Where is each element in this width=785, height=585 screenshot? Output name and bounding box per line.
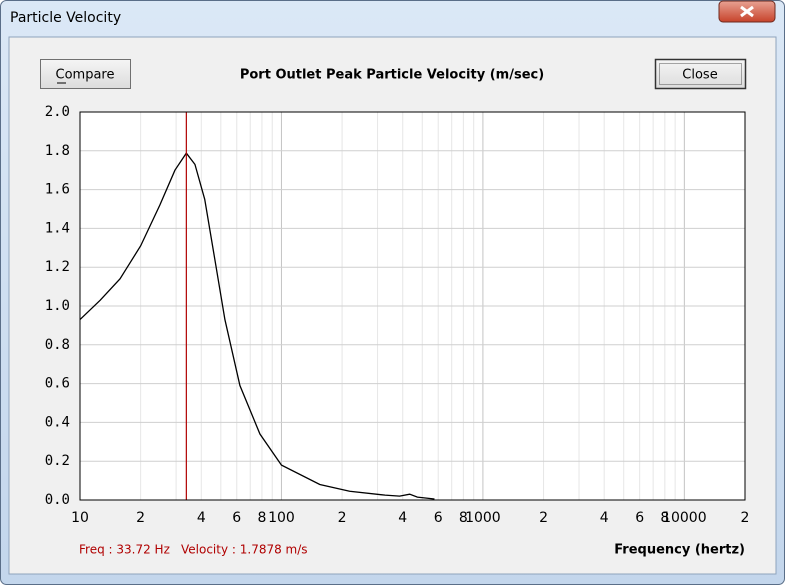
x-tick-label: 2 bbox=[741, 510, 750, 526]
y-tick-label: 0.6 bbox=[45, 376, 70, 392]
y-tick-label: 1.6 bbox=[45, 182, 70, 198]
chart-title: Port Outlet Peak Particle Velocity (m/se… bbox=[240, 68, 544, 83]
x-tick-label: 6 bbox=[434, 510, 443, 526]
x-tick-label: 2 bbox=[136, 510, 145, 526]
y-tick-label: 1.8 bbox=[45, 143, 70, 159]
y-tick-label: 1.0 bbox=[45, 298, 70, 314]
close-icon bbox=[740, 5, 754, 18]
compare-button[interactable] bbox=[40, 59, 131, 89]
y-tick-label: 1.4 bbox=[45, 220, 70, 236]
x-tick-label: 10000 bbox=[662, 510, 707, 526]
cursor-freq: Freq : 33.72 Hz bbox=[79, 543, 170, 557]
window-title: Particle Velocity bbox=[10, 10, 121, 26]
y-tick-label: 0.4 bbox=[45, 414, 70, 430]
focus-rect bbox=[659, 63, 742, 85]
plot-border bbox=[79, 111, 746, 501]
cursor-value: Velocity : 1.7878 m/s bbox=[181, 543, 308, 557]
x-tick-label: 6 bbox=[635, 510, 644, 526]
x-tick-label: 2 bbox=[338, 510, 347, 526]
x-tick-label: 2 bbox=[539, 510, 548, 526]
series-line bbox=[79, 152, 435, 500]
x-tick-label: 4 bbox=[398, 510, 407, 526]
close-button-label: Close bbox=[682, 68, 717, 83]
y-tick-label: 1.2 bbox=[45, 259, 70, 275]
y-tick-label: 0.2 bbox=[45, 453, 70, 469]
x-tick-label: 4 bbox=[600, 510, 609, 526]
x-tick-label: 6 bbox=[232, 510, 241, 526]
x-tick-label: 4 bbox=[197, 510, 206, 526]
y-tick-label: 0.0 bbox=[45, 492, 70, 508]
x-tick-label: 1000 bbox=[465, 510, 501, 526]
y-tick-label: 2.0 bbox=[45, 104, 70, 120]
y-tick-label: 0.8 bbox=[45, 337, 70, 353]
x-axis-label: Frequency (hertz) bbox=[614, 543, 745, 558]
x-tick-label: 8 bbox=[459, 510, 468, 526]
x-tick-label: 10 bbox=[71, 510, 89, 526]
x-tick-label: 100 bbox=[268, 510, 295, 526]
x-tick-label: 8 bbox=[257, 510, 266, 526]
compare-button-label: Compare bbox=[56, 68, 115, 83]
close-button[interactable] bbox=[654, 58, 747, 90]
x-tick-label: 8 bbox=[660, 510, 669, 526]
